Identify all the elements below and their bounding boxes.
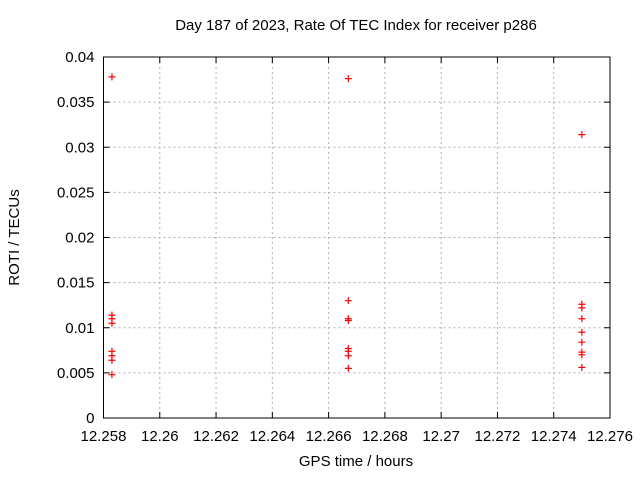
data-point-marker bbox=[344, 364, 352, 372]
data-point-marker bbox=[578, 363, 586, 371]
data-point-marker bbox=[578, 315, 586, 323]
y-axis-label: ROTI / TECUs bbox=[6, 189, 23, 285]
data-point-marker bbox=[344, 317, 352, 325]
y-tick-label: 0.015 bbox=[57, 275, 95, 292]
data-point-marker bbox=[578, 328, 586, 336]
data-point-marker bbox=[344, 352, 352, 360]
data-point-marker bbox=[108, 356, 116, 364]
x-tick-label: 12.262 bbox=[193, 428, 239, 445]
y-tick-label: 0.025 bbox=[57, 184, 95, 201]
data-point-marker bbox=[578, 131, 586, 139]
y-tick-label: 0.03 bbox=[65, 139, 94, 156]
data-point-marker bbox=[344, 297, 352, 305]
y-tick-label: 0.035 bbox=[57, 94, 95, 111]
data-point-marker bbox=[344, 75, 352, 83]
x-tick-label: 12.276 bbox=[587, 428, 633, 445]
y-tick-label: 0.01 bbox=[65, 320, 94, 337]
x-tick-label: 12.268 bbox=[362, 428, 408, 445]
x-axis-label: GPS time / hours bbox=[299, 453, 413, 470]
x-tick-label: 12.264 bbox=[249, 428, 295, 445]
chart-title: Day 187 of 2023, Rate Of TEC Index for r… bbox=[175, 17, 537, 34]
x-tick-label: 12.272 bbox=[474, 428, 520, 445]
x-tick-label: 12.26 bbox=[141, 428, 179, 445]
data-point-marker bbox=[108, 371, 116, 379]
data-point-marker bbox=[578, 338, 586, 346]
x-tick-label: 12.266 bbox=[306, 428, 352, 445]
x-tick-label: 12.258 bbox=[81, 428, 127, 445]
y-tick-label: 0.02 bbox=[65, 230, 94, 247]
data-point-marker bbox=[578, 351, 586, 359]
x-tick-label: 12.27 bbox=[422, 428, 460, 445]
data-point-marker bbox=[108, 73, 116, 81]
plot-area: 12.258 12.26 12.262 12.264 12.266 12.268 12.27… bbox=[57, 49, 633, 445]
data-point-marker bbox=[108, 319, 116, 327]
y-tick-label: 0 bbox=[86, 410, 94, 427]
y-tick-label: 0.005 bbox=[57, 365, 95, 382]
data-point-marker bbox=[578, 304, 586, 312]
y-tick-label: 0.04 bbox=[65, 49, 94, 66]
x-tick-label: 12.274 bbox=[531, 428, 577, 445]
